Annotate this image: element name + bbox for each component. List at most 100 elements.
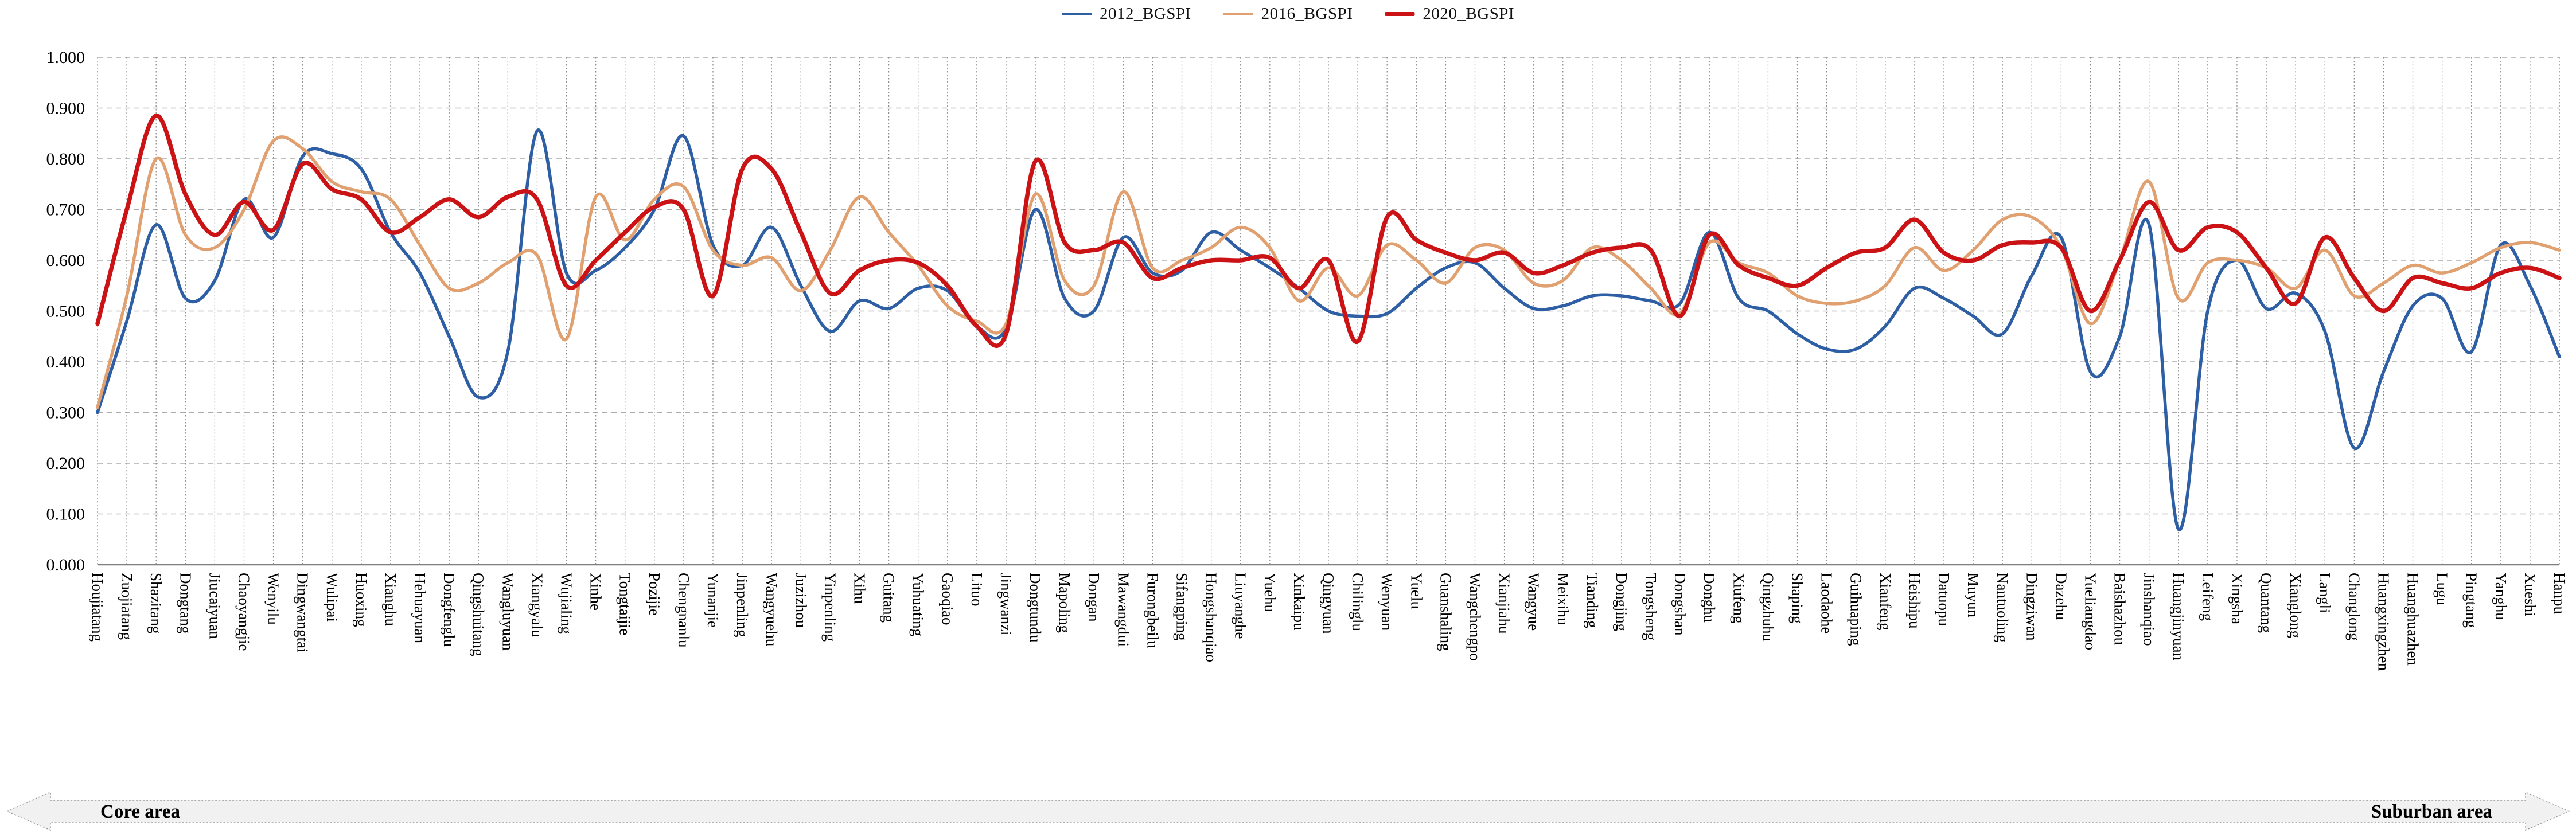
svg-text:Yuehu: Yuehu [1261,573,1279,612]
svg-text:0.400: 0.400 [46,353,85,371]
svg-text:Guitang: Guitang [880,573,898,623]
svg-text:Xiufeng: Xiufeng [1730,573,1747,623]
svg-text:Xianfeng: Xianfeng [1877,573,1894,630]
svg-text:Dongfenglu: Dongfenglu [441,573,458,647]
svg-text:Dazehu: Dazehu [2052,573,2070,620]
svg-text:Dongtang: Dongtang [177,573,194,633]
svg-text:Lituo: Lituo [968,573,985,607]
svg-text:Chaoyangjie: Chaoyangjie [235,573,252,651]
legend-line-swatch-2016 [1223,13,1253,15]
svg-text:Yunanjie: Yunanjie [704,573,722,628]
svg-text:Wangchengpo: Wangchengpo [1466,573,1483,661]
svg-text:Huangxingzhen: Huangxingzhen [2375,573,2392,671]
svg-text:Qingzhuhu: Qingzhuhu [1759,573,1776,642]
double-arrow-shape [6,791,2570,831]
svg-text:Xingsha: Xingsha [2228,573,2246,624]
svg-text:Guanshaling: Guanshaling [1437,573,1454,651]
svg-text:Sifangping: Sifangping [1174,573,1191,641]
series-line-2016_BGSPI [96,135,2561,409]
legend-label-2016: 2016_BGSPI [1261,5,1353,23]
legend-item-2020-bgspi: 2020_BGSPI [1385,5,1514,24]
svg-text:Yuelu: Yuelu [1408,573,1425,609]
svg-text:Houjiatang: Houjiatang [89,573,106,642]
chart-legend: 2012_BGSPI 2016_BGSPI 2020_BGSPI [1061,5,1514,24]
svg-text:Chilinglu: Chilinglu [1349,573,1366,632]
legend-item-2016-bgspi: 2016_BGSPI [1223,5,1353,24]
svg-text:Yueliangdao: Yueliangdao [2082,573,2099,650]
svg-text:Jiucaiyuan: Jiucaiyuan [206,573,223,639]
svg-text:0.200: 0.200 [46,454,85,473]
svg-text:Zuojiatang: Zuojiatang [118,573,135,640]
svg-text:Xianglong: Xianglong [2287,573,2304,638]
svg-text:Dongjing: Dongjing [1613,573,1630,631]
svg-text:Donghu: Donghu [1701,573,1718,623]
svg-text:Dongshan: Dongshan [1671,573,1689,636]
svg-text:Yinpenling: Yinpenling [821,573,839,642]
svg-text:Xiangyalu: Xiangyalu [528,573,545,638]
svg-text:Dongan: Dongan [1085,573,1102,622]
svg-text:Changlong: Changlong [2345,573,2363,641]
svg-text:Nantuoling: Nantuoling [1994,573,2011,643]
legend-line-swatch-2020 [1385,12,1415,16]
svg-text:Wangyue: Wangyue [1525,573,1542,631]
svg-text:Huanghuazhen: Huanghuazhen [2404,573,2422,666]
svg-text:Juzizhou: Juzizhou [792,573,809,628]
svg-text:Tongtaijie: Tongtaijie [617,573,634,635]
svg-text:Guihuaping: Guihuaping [1848,573,1865,646]
svg-text:0.000: 0.000 [46,556,85,574]
legend-label-2020: 2020_BGSPI [1423,5,1515,23]
svg-text:Hanpu: Hanpu [2551,573,2568,614]
svg-text:0.700: 0.700 [46,201,85,220]
svg-text:Jingwanzi: Jingwanzi [997,573,1015,635]
svg-text:Liuyanghe: Liuyanghe [1232,573,1249,639]
svg-text:Wangyuehu: Wangyuehu [763,573,780,647]
svg-text:Lugu: Lugu [2434,573,2451,605]
svg-text:Leifeng: Leifeng [2199,573,2216,621]
svg-text:1.000: 1.000 [46,48,85,67]
svg-text:Wenyilu: Wenyilu [265,573,282,625]
svg-text:Hehuayuan: Hehuayuan [411,573,428,643]
svg-text:Dingziwan: Dingziwan [2023,573,2040,641]
svg-text:Wangluyuan: Wangluyuan [499,573,516,651]
svg-text:Gaoqiao: Gaoqiao [939,573,956,625]
svg-text:Wujialing: Wujialing [558,573,575,634]
svg-text:Pozijie: Pozijie [646,573,663,616]
svg-text:Furongbeilu: Furongbeilu [1144,573,1161,648]
svg-text:Tianding: Tianding [1584,573,1601,628]
svg-text:Shaping: Shaping [1789,573,1806,624]
svg-text:Langli: Langli [2316,573,2333,613]
series-line-2020_BGSPI [95,114,2562,348]
svg-text:Quantang: Quantang [2258,573,2275,633]
svg-text:Baishazhou: Baishazhou [2111,573,2129,645]
svg-text:Shazitang: Shazitang [147,573,165,633]
svg-text:Huangjinyuan: Huangjinyuan [2170,573,2187,660]
svg-text:0.300: 0.300 [46,404,85,423]
svg-text:Jinshanqiao: Jinshanqiao [2141,573,2158,646]
x-axis-labels: Houjiatang Zuojiatang Shazitang Dongtang Jiu… [89,573,2568,671]
svg-text:Hongshanqiao: Hongshanqiao [1203,573,1220,662]
svg-text:Meixihu: Meixihu [1554,573,1572,625]
svg-text:Yanghu: Yanghu [2492,573,2509,620]
svg-text:Xianjiahu: Xianjiahu [1496,573,1513,634]
svg-text:Xinhe: Xinhe [587,573,605,611]
legend-item-2012-bgspi: 2012_BGSPI [1061,5,1191,24]
svg-text:0.900: 0.900 [46,99,85,118]
svg-text:Xinkaipu: Xinkaipu [1291,573,1308,631]
svg-text:Qingyuan: Qingyuan [1320,573,1337,634]
svg-text:Pingtang: Pingtang [2463,573,2480,628]
suburban-area-label: Suburban area [2371,801,2492,822]
svg-text:0.100: 0.100 [46,505,85,524]
svg-text:Wenyuan: Wenyuan [1378,573,1396,631]
svg-text:Xueshi: Xueshi [2522,573,2539,617]
svg-text:Tongsheng: Tongsheng [1642,573,1659,640]
legend-line-swatch-2012 [1061,13,1092,15]
svg-text:Wulipai: Wulipai [324,573,341,622]
svg-text:Muyun: Muyun [1965,573,1982,618]
series-line-2012_BGSPI [96,128,2561,532]
svg-text:Datuopu: Datuopu [1935,573,1953,626]
svg-text:Laodaohe: Laodaohe [1818,573,1835,633]
svg-text:Heishipu: Heishipu [1906,573,1923,629]
area-gradient-arrow: Core area Suburban area [6,791,2570,831]
